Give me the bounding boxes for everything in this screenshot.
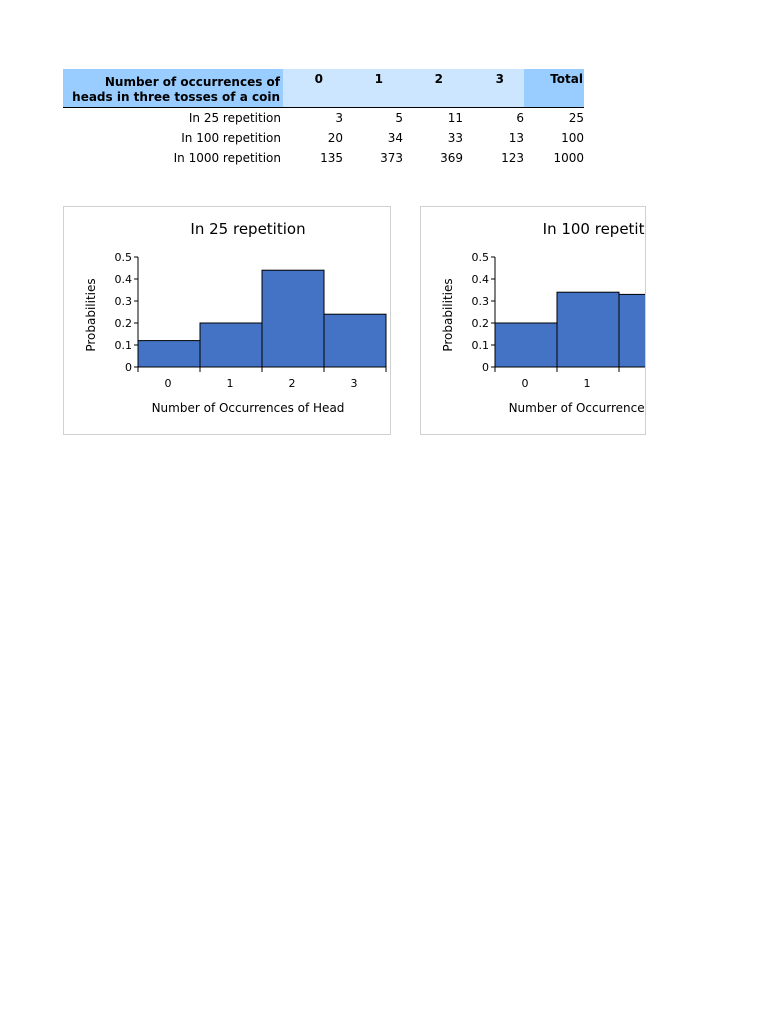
- y-tick-label: 0.1: [115, 339, 133, 352]
- chart-canvas: In 25 repetition 0 0.1 0.2 0.3 0.4 0.5 0 1 2 3 Numb…: [84, 220, 387, 415]
- header-divider: [63, 107, 584, 108]
- column-header-total: Total: [524, 69, 584, 107]
- table-cell: 5: [395, 111, 403, 125]
- y-axis-label: Probabilities: [441, 278, 455, 351]
- table-cell-total: 1000: [553, 151, 584, 165]
- x-tick-label: 0: [522, 377, 529, 390]
- y-tick-label: 0.5: [115, 251, 133, 264]
- row-label: In 1000 repetition: [173, 151, 281, 165]
- y-tick-label: 0.3: [115, 295, 133, 308]
- x-axis-label: Number of Occurrences of Head: [509, 401, 646, 415]
- y-tick-label: 0.4: [115, 273, 133, 286]
- chart-title: In 25 repetition: [190, 220, 305, 238]
- bar-3: [323, 313, 387, 368]
- column-header-0: 0: [314, 72, 323, 86]
- histogram-chart-25: In 25 repetition 0 0.1 0.2 0.3 0.4 0.5 0 1 2 3 Numb…: [63, 206, 391, 435]
- table-cell-total: 25: [568, 111, 584, 125]
- table-cell: 33: [447, 131, 463, 145]
- bar-2: [261, 269, 325, 368]
- y-tick-label: 0.2: [115, 317, 133, 330]
- bar-0: [137, 340, 201, 368]
- y-axis-label: Probabilities: [84, 278, 98, 351]
- column-header-2: 2: [434, 72, 443, 86]
- y-tick-label: 0.2: [472, 317, 490, 330]
- table-row: In 25 repetition 3 5 11 6 25: [63, 109, 584, 129]
- x-tick-label: 3: [351, 377, 358, 390]
- chart-title: In 100 repetition: [543, 220, 646, 238]
- table-cell: 123: [501, 151, 524, 165]
- x-tick-label: 1: [227, 377, 234, 390]
- table-cell: 11: [447, 111, 463, 125]
- column-header-3: 3: [495, 72, 504, 86]
- bar-0: [494, 322, 558, 368]
- x-tick-label: 0: [165, 377, 172, 390]
- table-header-label: Number of occurrences of heads in three …: [63, 69, 283, 107]
- table-cell: 6: [516, 111, 524, 125]
- x-tick-label: 2: [646, 377, 647, 390]
- table-cell: 34: [387, 131, 403, 145]
- column-header-1: 1: [374, 72, 383, 86]
- row-label: In 25 repetition: [188, 111, 281, 125]
- table-cell: 13: [508, 131, 524, 145]
- y-tick-label: 0: [482, 361, 489, 374]
- x-tick-label: 1: [584, 377, 591, 390]
- histogram-chart-100: In 100 repetition 0 0.1 0.2 0.3 0.4 0.5 0 1 2 3 Num…: [420, 206, 646, 435]
- table-cell: 20: [327, 131, 343, 145]
- y-tick-label: 0.4: [472, 273, 490, 286]
- table-header-columns: 0 1 2 3: [283, 69, 524, 107]
- bar-1: [556, 291, 620, 368]
- bar-1: [199, 322, 263, 368]
- y-tick-label: 0: [125, 361, 132, 374]
- bar-2: [618, 293, 645, 368]
- table-cell: 373: [380, 151, 403, 165]
- table-cell: 369: [440, 151, 463, 165]
- x-tick-label: 2: [289, 377, 296, 390]
- table-cell: 135: [320, 151, 343, 165]
- y-tick-label: 0.5: [472, 251, 490, 264]
- x-axis-label: Number of Occurrences of Head: [152, 401, 345, 415]
- y-tick-label: 0.1: [472, 339, 490, 352]
- y-tick-label: 0.3: [472, 295, 490, 308]
- row-label: In 100 repetition: [181, 131, 281, 145]
- table-cell: 3: [335, 111, 343, 125]
- table-cell-total: 100: [561, 131, 584, 145]
- table-row: In 1000 repetition 135 373 369 123 1000: [63, 149, 584, 169]
- frequency-table: Number of occurrences of heads in three …: [63, 69, 584, 169]
- table-row: In 100 repetition 20 34 33 13 100: [63, 129, 584, 149]
